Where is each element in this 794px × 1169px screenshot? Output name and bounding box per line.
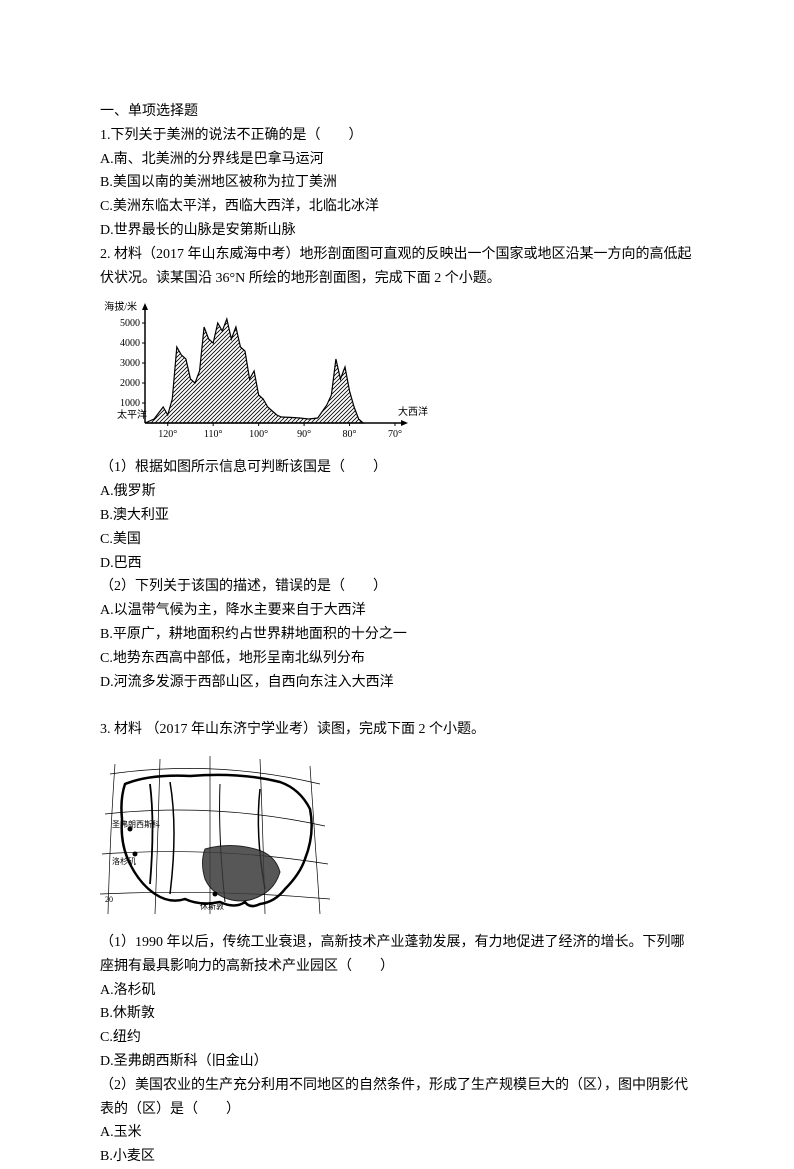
q1-option-a: A.南、北美洲的分界线是巴拿马运河 — [100, 148, 694, 172]
svg-text:120°: 120° — [158, 429, 177, 440]
q2-sub1-option-a: A.俄罗斯 — [100, 480, 694, 504]
q2-sub1-option-d: D.巴西 — [100, 552, 694, 576]
svg-text:大西洋: 大西洋 — [398, 405, 428, 418]
q2-sub2-option-d: D.河流多发源于西部山区，自西向东注入大西洋 — [100, 671, 694, 695]
svg-text:1000: 1000 — [120, 398, 140, 409]
svg-text:5000: 5000 — [120, 318, 140, 329]
svg-text:海拔/米: 海拔/米 — [104, 300, 137, 313]
svg-text:洛杉矶: 洛杉矶 — [112, 856, 136, 866]
usa-map-svg: 圣弗朗西斯科洛杉矶休斯敦 20 — [100, 754, 330, 919]
q2-sub2-option-b: B.平原广，耕地面积约占世界耕地面积的十分之一 — [100, 623, 694, 647]
q3-sub2-option-a: A.玉米 — [100, 1121, 694, 1145]
svg-text:太平洋: 太平洋 — [117, 408, 147, 421]
svg-text:20: 20 — [105, 895, 113, 904]
svg-text:休斯敦: 休斯敦 — [200, 901, 224, 911]
q1-option-c: C.美洲东临太平洋，西临大西洋，北临北冰洋 — [100, 195, 694, 219]
q3-sub1-option-a: A.洛杉矶 — [100, 979, 694, 1003]
svg-text:100°: 100° — [249, 429, 268, 440]
usa-map: 圣弗朗西斯科洛杉矶休斯敦 20 — [100, 754, 330, 919]
svg-text:4000: 4000 — [120, 338, 140, 349]
svg-text:圣弗朗西斯科: 圣弗朗西斯科 — [112, 819, 160, 829]
q2-sub2-stem: （2）下列关于该国的描述，错误的是（ ） — [100, 575, 694, 599]
q2-sub1-option-c: C.美国 — [100, 528, 694, 552]
svg-text:70°: 70° — [388, 429, 402, 440]
q1-option-d: D.世界最长的山脉是安第斯山脉 — [100, 219, 694, 243]
svg-text:90°: 90° — [297, 429, 311, 440]
q3-sub2-option-b: B.小麦区 — [100, 1145, 694, 1169]
q3-material: 3. 材料 （2017 年山东济宁学业考）读图，完成下面 2 个小题。 — [100, 718, 694, 742]
svg-text:3000: 3000 — [120, 358, 140, 369]
q2-sub2-option-c: C.地势东西高中部低，地形呈南北纵列分布 — [100, 647, 694, 671]
terrain-chart-svg: 海拔/米 5000 4000 3000 2000 1000 120° 110° 100° 90° 8… — [100, 298, 440, 448]
section-title: 一、单项选择题 — [100, 100, 694, 124]
q2-material: 2. 材料（2017 年山东威海中考）地形剖面图可直观的反映出一个国家或地区沿某… — [100, 243, 694, 291]
q3-sub1-option-b: B.休斯敦 — [100, 1002, 694, 1026]
q1-stem: 1.下列关于美洲的说法不正确的是（ ） — [100, 124, 694, 148]
q3-sub1-stem: （1）1990 年以后，传统工业衰退，高新技术产业蓬勃发展，有力地促进了经济的增… — [100, 931, 694, 979]
terrain-profile-chart: 海拔/米 5000 4000 3000 2000 1000 120° 110° 100° 90° 8… — [100, 298, 440, 448]
svg-text:80°: 80° — [343, 429, 357, 440]
svg-text:110°: 110° — [204, 429, 223, 440]
q3-sub1-option-c: C.纽约 — [100, 1026, 694, 1050]
q3-sub1-option-d: D.圣弗朗西斯科（旧金山） — [100, 1050, 694, 1074]
document-content: 一、单项选择题 1.下列关于美洲的说法不正确的是（ ） A.南、北美洲的分界线是… — [100, 100, 694, 1169]
q2-sub1-stem: （1）根据如图所示信息可判断该国是（ ） — [100, 456, 694, 480]
q2-sub1-option-b: B.澳大利亚 — [100, 504, 694, 528]
q3-sub2-stem: （2）美国农业的生产充分利用不同地区的自然条件，形成了生产规模巨大的（区），图中… — [100, 1074, 694, 1122]
q2-sub2-option-a: A.以温带气候为主，降水主要来自于大西洋 — [100, 599, 694, 623]
svg-text:2000: 2000 — [120, 378, 140, 389]
q1-option-b: B.美国以南的美洲地区被称为拉丁美洲 — [100, 171, 694, 195]
